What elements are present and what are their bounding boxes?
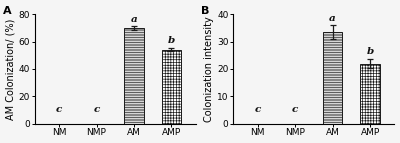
Bar — [323, 32, 342, 124]
Bar — [162, 50, 181, 124]
Text: a: a — [131, 15, 137, 24]
Text: B: B — [201, 6, 210, 16]
Text: c: c — [254, 105, 261, 114]
Text: c: c — [56, 105, 62, 114]
Text: a: a — [329, 14, 336, 23]
Text: A: A — [2, 6, 11, 16]
Y-axis label: AM Colonization/ (%): AM Colonization/ (%) — [6, 18, 16, 120]
Text: b: b — [168, 36, 175, 45]
Bar — [124, 28, 144, 124]
Text: b: b — [366, 47, 374, 56]
Text: c: c — [93, 105, 100, 114]
Y-axis label: Colonization intensity: Colonization intensity — [204, 16, 214, 122]
Bar — [360, 63, 380, 124]
Text: c: c — [292, 105, 298, 114]
